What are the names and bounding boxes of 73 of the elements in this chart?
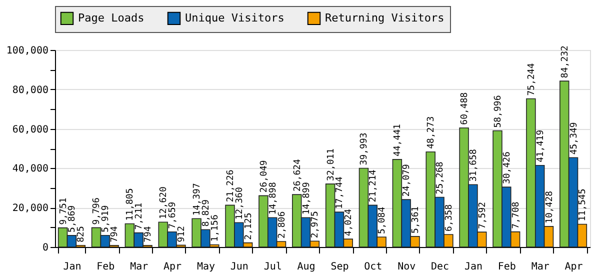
x-tick-label: Feb <box>498 262 516 272</box>
data-label: 30,426 <box>502 152 512 184</box>
data-label: 10,428 <box>544 190 555 224</box>
x-tick-label: Dec <box>431 262 450 272</box>
y-tick-label: 40,000 <box>12 164 48 175</box>
data-label: 24,079 <box>402 164 412 197</box>
legend-label: Page Loads <box>78 11 144 24</box>
data-label: 794 <box>110 226 120 242</box>
data-label: 2,125 <box>244 212 254 240</box>
y-tick-label: 100,000 <box>6 46 48 56</box>
y-tick-label: 80,000 <box>12 84 48 96</box>
data-label: 5,084 <box>378 206 388 234</box>
data-label: 44,441 <box>393 124 404 156</box>
data-label: 26,049 <box>259 160 270 193</box>
data-label: 45,349 <box>569 122 580 155</box>
legend-label: Returning Visitors <box>325 11 444 24</box>
x-tick-label: May <box>196 262 215 272</box>
data-label: 14,397 <box>192 183 203 216</box>
data-label: 12,360 <box>234 187 245 220</box>
x-tick-label: Apr <box>564 262 583 272</box>
data-label: 825 <box>76 226 87 242</box>
data-label: 12,620 <box>159 186 170 220</box>
x-tick-label: Apr <box>164 262 182 272</box>
data-label: 7,592 <box>478 202 488 230</box>
data-label: 14,898 <box>268 182 278 215</box>
data-label: 21,226 <box>226 170 236 202</box>
data-label: 48,273 <box>426 116 437 149</box>
data-label: 912 <box>176 226 187 242</box>
x-tick-label: Feb <box>96 262 115 272</box>
x-tick-label: Mar <box>130 262 148 272</box>
data-label: 6,358 <box>444 204 454 232</box>
legend-label: Unique Visitors <box>185 11 284 24</box>
y-tick-label: 60,000 <box>12 124 48 136</box>
x-tick-label: Jan <box>63 262 82 272</box>
data-label: 794 <box>144 226 154 242</box>
data-label: 8,829 <box>201 200 212 227</box>
data-label: 32,011 <box>326 148 336 181</box>
data-label: 21,214 <box>368 170 379 202</box>
data-label: 11,805 <box>126 188 136 221</box>
x-tick-label: Sep <box>330 262 349 272</box>
data-label: 7,211 <box>134 202 145 230</box>
data-label: 14,899 <box>302 182 312 215</box>
x-tick-label: Nov <box>398 262 416 272</box>
data-label: 58,996 <box>493 95 504 128</box>
x-tick-label: Oct <box>364 262 382 272</box>
x-tick-label: Jun <box>230 262 248 272</box>
data-label: 25,268 <box>436 162 446 194</box>
data-label: 26,624 <box>292 159 303 192</box>
data-label: 5,361 <box>411 206 422 234</box>
x-tick-label: Jan <box>464 262 482 272</box>
data-label: 60,488 <box>460 92 470 125</box>
data-label: 2,975 <box>310 211 321 238</box>
data-label: 7,708 <box>511 202 522 229</box>
data-label: 1,156 <box>210 214 220 242</box>
data-label: 7,659 <box>168 202 178 229</box>
x-tick-label: Aug <box>297 262 316 272</box>
data-label: 39,993 <box>360 132 370 166</box>
data-label: 11,545 <box>578 188 588 222</box>
y-tick-label: 20,000 <box>12 203 48 214</box>
data-label: 5,869 <box>68 205 78 232</box>
data-label: 41,419 <box>536 130 546 162</box>
data-label: 4,024 <box>344 208 354 236</box>
data-label: 9,751 <box>58 198 69 225</box>
data-label: 9,796 <box>92 198 102 225</box>
data-label: 17,744 <box>335 176 346 210</box>
x-tick-label: Mar <box>531 262 550 272</box>
data-label: 31,658 <box>468 149 479 182</box>
data-label: 2,806 <box>277 211 288 238</box>
data-label: 5,919 <box>101 205 112 232</box>
data-label: 84,232 <box>560 46 570 78</box>
data-label: 75,244 <box>526 63 537 96</box>
y-tick-label: 0 <box>42 242 48 254</box>
x-tick-label: Jul <box>264 262 282 272</box>
